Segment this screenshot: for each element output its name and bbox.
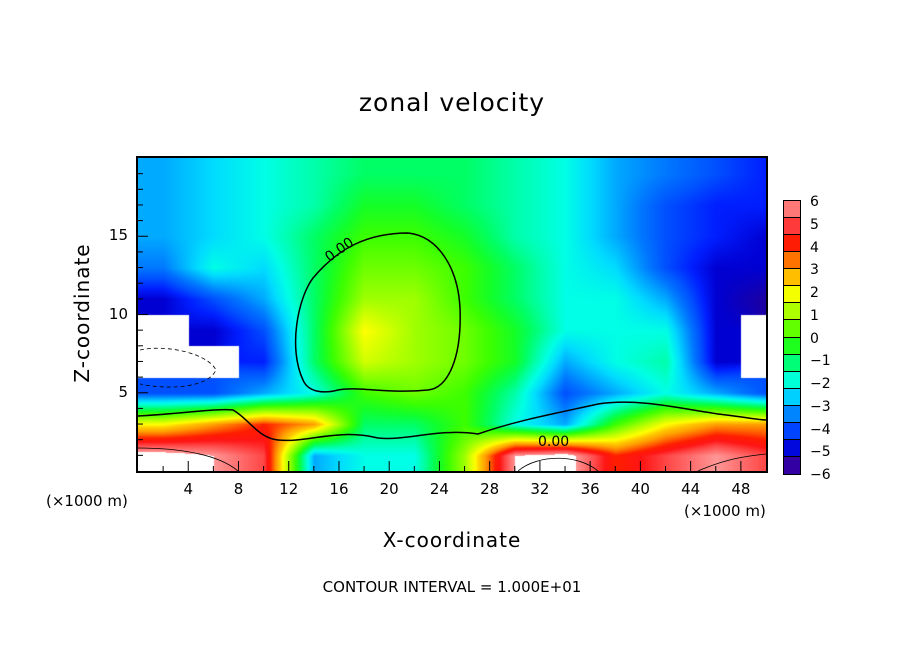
colorbar-box <box>783 421 801 441</box>
x-tick-label: 28 <box>480 480 500 498</box>
chart-title: zonal velocity <box>358 88 546 117</box>
colorbar-tick-label: −1 <box>810 353 831 370</box>
colorbar-tick-label: −6 <box>810 467 831 483</box>
colorbar-tick-label: −2 <box>810 376 831 392</box>
colorbar-box <box>783 319 801 338</box>
thin-contour-bottom-left <box>138 447 239 471</box>
colorbar <box>783 200 801 475</box>
colorbar-tick-label: −3 <box>810 398 831 415</box>
x-tick-label: 8 <box>233 480 244 498</box>
dashed-contour-left <box>139 347 217 388</box>
x-tick-label: 16 <box>329 480 349 498</box>
y-tick-label: 5 <box>118 382 128 401</box>
colorbar-tick-label: 4 <box>810 239 819 256</box>
colorbar-tick-label: 1 <box>810 307 819 324</box>
colorbar-tick-label: 6 <box>810 194 819 210</box>
colorbar-tick-label: 3 <box>810 262 819 279</box>
colorbar-box <box>783 353 801 373</box>
x-unit-right: (×1000 m) <box>684 502 766 520</box>
y-tick-label: 15 <box>108 226 128 245</box>
zero-contour-line-lower <box>138 401 766 442</box>
colorbar-box <box>783 302 801 321</box>
contour-interval-note: CONTOUR INTERVAL = 1.000E+01 <box>322 578 582 596</box>
colorbar-box <box>783 438 801 458</box>
x-axis-label: X-coordinate <box>382 528 522 552</box>
x-tick-label: 12 <box>279 480 299 498</box>
colorbar-box <box>783 217 801 236</box>
colorbar-box <box>783 336 801 356</box>
colorbar-tick-label: 0 <box>810 330 819 347</box>
y-axis-label: Z-coordinate <box>70 243 94 383</box>
x-tick-label: 40 <box>630 480 650 498</box>
x-tick-label: 44 <box>681 480 701 498</box>
colorbar-tick-label: −4 <box>810 421 831 438</box>
velocity-field-heatmap <box>138 158 766 471</box>
colorbar-box <box>783 268 801 287</box>
x-tick-label: 24 <box>429 480 449 498</box>
contour-label: 0.00 <box>538 434 570 450</box>
colorbar-box <box>783 251 801 270</box>
plot-area: 0.00 0.00 <box>136 156 768 473</box>
x-tick-label: 32 <box>530 480 550 498</box>
colorbar-box <box>783 234 801 253</box>
x-tick-label: 20 <box>379 480 399 498</box>
colorbar-box <box>783 387 801 407</box>
colorbar-tick-label: 5 <box>810 216 819 233</box>
colorbar-box <box>783 404 801 424</box>
colorbar-box <box>783 285 801 304</box>
thin-contour-bottom-right <box>697 453 766 471</box>
colorbar-box <box>783 200 801 219</box>
y-tick-label: 10 <box>108 304 128 323</box>
colorbar-box <box>783 370 801 390</box>
x-unit-left: (×1000 m) <box>46 492 128 510</box>
colorbar-box <box>783 455 801 475</box>
zero-contour-line <box>294 232 461 393</box>
contour-overlay <box>138 173 766 471</box>
colorbar-tick-label: 2 <box>810 285 819 301</box>
x-tick-label: 48 <box>731 480 751 498</box>
x-tick-label: 36 <box>580 480 600 498</box>
x-tick-label: 4 <box>183 480 193 498</box>
colorbar-tick-label: −5 <box>810 444 831 461</box>
thin-contour-bottom-mid <box>517 457 599 471</box>
